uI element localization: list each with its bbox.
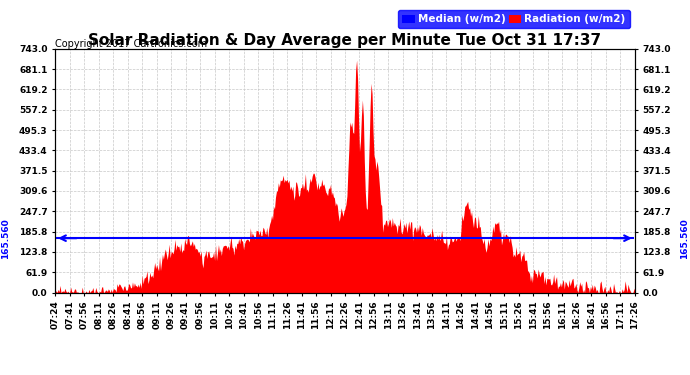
Text: Copyright 2017 Cartronics.com: Copyright 2017 Cartronics.com [55,39,207,50]
Text: 165.560: 165.560 [1,218,10,258]
Title: Solar Radiation & Day Average per Minute Tue Oct 31 17:37: Solar Radiation & Day Average per Minute… [88,33,602,48]
Legend: Median (w/m2), Radiation (w/m2): Median (w/m2), Radiation (w/m2) [398,10,629,28]
Text: 165.560: 165.560 [680,218,689,258]
